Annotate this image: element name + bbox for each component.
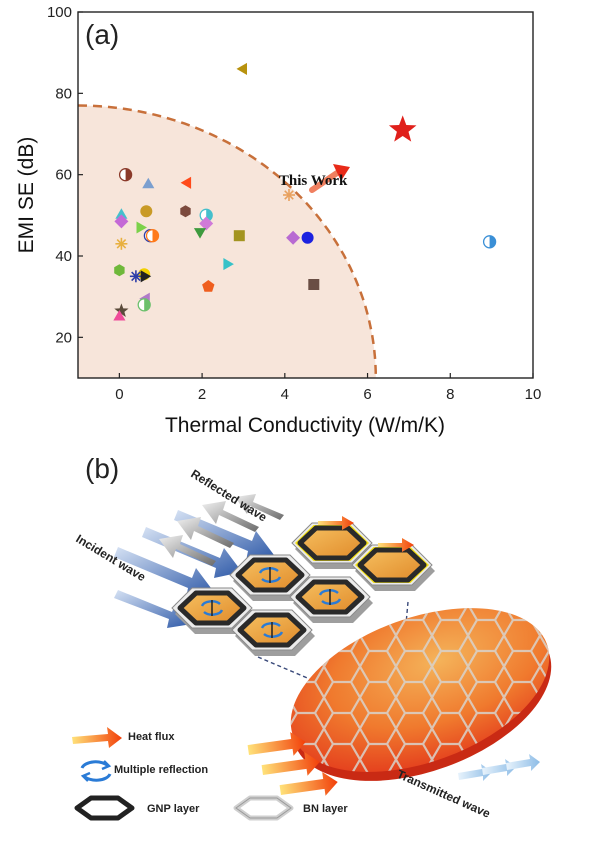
film-heat-arrows (247, 732, 338, 796)
transmitted-wave-arrows (458, 754, 540, 781)
y-tick-label: 80 (55, 85, 72, 102)
this-work-label: This Work (279, 173, 348, 189)
hexagon-cell (231, 609, 315, 656)
x-tick-label: 6 (363, 386, 371, 403)
panel-label-a: (a) (85, 19, 119, 50)
data-point (114, 303, 129, 317)
bn-layer-icon (233, 795, 294, 821)
hexagon-cell (171, 587, 255, 634)
data-point (137, 298, 151, 312)
reflected-wave-arrows (159, 494, 284, 566)
hexagon-cell (289, 576, 373, 623)
data-point (223, 258, 234, 271)
x-tick-label: 8 (446, 386, 454, 403)
schematic-legend: Heat flux Multiple reflection GNP layer … (72, 727, 348, 821)
data-point (199, 216, 214, 231)
hexagon-cell (229, 554, 313, 601)
y-tick-label: 40 (55, 248, 72, 265)
shielding-schematic: (b) Incident wave Reflected wave (72, 453, 570, 821)
data-point (118, 168, 133, 182)
heat-flux-icon (72, 727, 122, 748)
legend-multiple-reflection: Multiple reflection (114, 764, 208, 776)
data-point (482, 235, 497, 249)
y-axis-title: EMI SE (dB) (15, 137, 38, 254)
data-point (115, 237, 128, 250)
x-axis: 0 2 4 6 8 10 (115, 373, 541, 403)
heat-flux-arrow (378, 538, 414, 552)
plot-frame (77, 11, 534, 379)
data-point (236, 62, 247, 75)
data-point (180, 205, 191, 218)
data-point (145, 229, 160, 243)
gnp-layer-icon (74, 795, 135, 821)
y-axis: 20 40 60 80 100 (47, 4, 83, 346)
y-tick-label: 20 (55, 329, 72, 346)
y-tick-label: 100 (47, 4, 72, 21)
x-tick-label: 0 (115, 386, 123, 403)
x-axis-title: Thermal Conductivity (W/m/K) (165, 414, 445, 437)
data-point (113, 310, 126, 321)
data-point (301, 231, 314, 244)
this-work-arrow (309, 164, 350, 193)
data-point (233, 230, 245, 242)
this-work-star (388, 115, 417, 142)
data-point (180, 176, 192, 189)
x-tick-label: 2 (198, 386, 206, 403)
legend-heat-flux: Heat flux (128, 731, 175, 743)
data-point (142, 177, 155, 189)
legend-bn-layer: BN layer (303, 803, 348, 815)
data-points (113, 62, 497, 321)
data-point (114, 264, 125, 277)
reflection-swirl (318, 589, 342, 605)
reflection-swirl (260, 622, 284, 638)
data-point (193, 228, 207, 239)
data-point (202, 280, 215, 292)
hexagon-layer-stack (171, 516, 435, 656)
heat-flux-arrow (318, 516, 354, 530)
reflection-swirl (258, 567, 282, 583)
performance-boundary (78, 104, 378, 378)
data-point (129, 270, 142, 283)
hexagon-cell (291, 516, 375, 569)
data-point (140, 205, 153, 218)
data-point (286, 230, 301, 245)
data-point (136, 221, 147, 234)
x-tick-label: 10 (525, 386, 542, 403)
y-tick-label: 60 (55, 167, 72, 184)
data-point (308, 279, 320, 290)
data-point (115, 208, 128, 219)
data-point (114, 214, 129, 229)
reflection-swirl (200, 600, 224, 616)
multiple-reflection-icon (80, 760, 112, 782)
data-point (140, 270, 152, 283)
performance-region (78, 105, 376, 378)
data-point (283, 189, 295, 201)
legend-gnp-layer: GNP layer (147, 803, 200, 815)
x-tick-label: 4 (281, 386, 289, 403)
panel-label-b: (b) (85, 453, 119, 484)
hexagon-cell (351, 538, 435, 591)
emi-vs-thermal-chart: (a) 0 2 4 6 8 10 20 40 60 80 100 Thermal Conducti… (15, 4, 541, 437)
